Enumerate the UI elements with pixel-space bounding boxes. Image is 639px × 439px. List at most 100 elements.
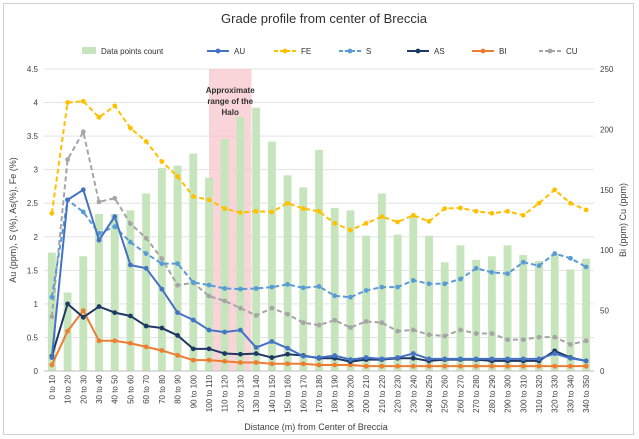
y-left-tick-label: 0.5 [27,333,39,342]
point-cu [363,319,369,324]
point-cu [379,320,385,326]
point-cu [159,256,165,262]
bar-data-points-count [157,168,166,371]
point-cu [395,328,400,334]
point-au [206,327,212,333]
x-tick-label: 170 to 180 [315,374,324,412]
x-tick-label: 340 to 350 [582,374,591,412]
legend-swatch [82,47,96,54]
x-tick-label: 270 to 280 [472,374,481,412]
line-s [50,198,587,299]
x-tick-label: 110 to 120 [221,374,230,412]
point-cu [175,282,180,288]
bar-data-points-count [267,141,276,371]
point-cu [583,338,589,344]
point-s [426,281,432,287]
point-fe [269,209,275,215]
legend-marker [215,48,221,54]
x-tick-label: 40 to 50 [111,374,120,403]
point-cu [112,195,118,201]
point-s [536,263,542,269]
x-tick-label: 120 to 130 [236,374,245,412]
axes: 0 0.5 1 1.5 2 2.5 3 3.5 4 4.5 0 50 100 150 200 250 0 to … [27,65,614,413]
bar-data-points-count [409,216,418,371]
point-au [175,310,180,316]
x-tick-label: 180 to 190 [331,374,340,412]
bar-data-points-count [425,235,433,371]
point-bi [505,363,510,369]
legend-item-data-points-count: Data points count [82,47,164,56]
point-bi [458,363,463,369]
point-au [442,356,448,362]
point-cu [505,337,510,342]
point-cu [285,311,290,317]
point-au [332,353,338,358]
point-fe [285,200,290,206]
point-au [568,355,573,361]
point-bi [238,360,243,365]
point-bi [159,348,165,353]
x-tick-label: 240 to 250 [425,374,434,412]
point-as [80,314,86,320]
bar-data-points-count [299,187,308,371]
point-cu [316,322,322,328]
point-au [96,237,102,243]
point-bi [442,363,448,369]
point-bi [568,363,573,369]
x-tick-label: 310 to 320 [535,374,544,412]
x-tick-label: 140 to 150 [268,374,277,412]
y-right-tick-label: 250 [600,65,614,74]
point-s [80,209,86,215]
point-fe [206,197,212,203]
point-bi [112,338,118,344]
legend-marker [347,48,353,54]
y-right-tick-label: 0 [600,367,605,376]
point-s [379,284,385,290]
point-bi [332,362,338,368]
point-au [348,357,353,362]
point-cu [238,305,243,311]
point-s [128,239,133,245]
point-cu [489,331,495,336]
x-tick-label: 250 to 260 [441,374,450,412]
point-s [143,251,149,256]
y-left-tick-label: 3 [34,166,39,175]
point-au [426,356,432,362]
point-fe [253,208,259,214]
y-left-tick-label: 1 [34,300,39,309]
point-fe [222,206,228,211]
point-s [473,265,479,271]
point-s [159,261,165,267]
y-left-tick-label: 0 [34,367,39,376]
y-axis-right-title: Bi (ppm) Cu (ppm) [618,183,628,257]
x-tick-label: 330 to 340 [566,374,575,412]
point-au [269,339,275,344]
point-s [458,276,463,282]
point-au [222,329,228,335]
bar-data-points-count [472,259,481,371]
point-cu [426,332,432,338]
point-s [253,286,259,291]
point-fe [159,159,165,165]
point-as [238,351,243,357]
point-fe [332,220,338,226]
halo-annotation: Approximate range of the Halo [206,69,255,371]
point-au [300,353,306,359]
point-bi [285,361,290,367]
point-bi [96,338,102,344]
bar-data-points-count [330,207,339,371]
x-tick-label: 300 to 310 [519,374,528,412]
point-s [49,294,55,300]
point-bi [175,352,180,358]
bar-data-points-count [236,117,245,371]
legend-item-cu: CU [539,47,578,56]
point-bi [269,361,275,367]
point-as [128,313,133,319]
point-au [285,345,290,351]
point-cu [222,298,228,304]
y-right-tick-label: 100 [600,246,614,255]
point-fe [80,98,86,104]
point-s [285,282,290,287]
point-fe [426,218,432,224]
point-cu [473,331,479,336]
